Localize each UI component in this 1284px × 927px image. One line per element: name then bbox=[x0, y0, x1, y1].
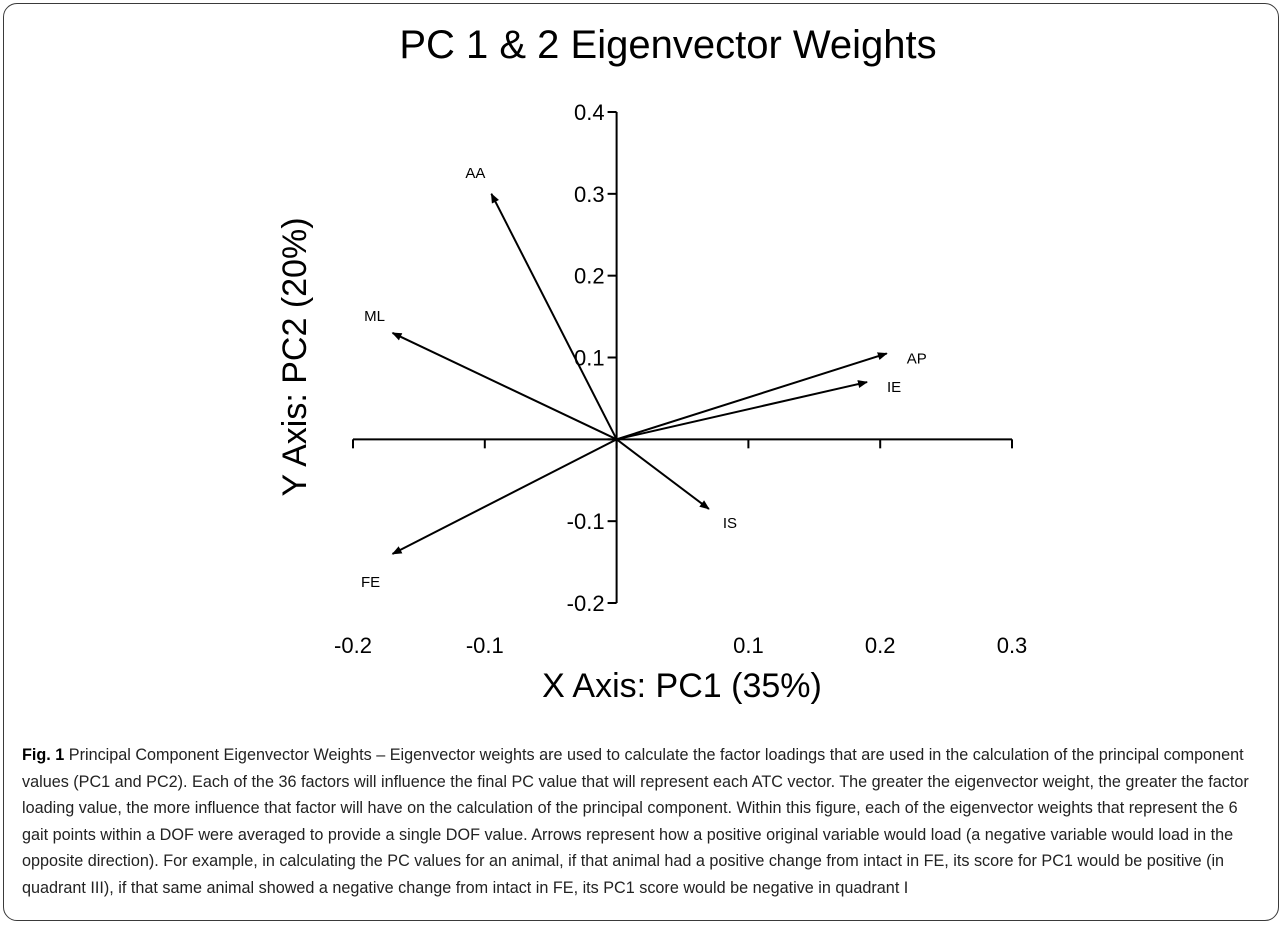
eigenvector-chart: PC 1 & 2 Eigenvector Weights Y Axis: PC2… bbox=[276, 23, 1027, 705]
y-tick-label: -0.2 bbox=[567, 591, 605, 616]
vectors: AA ML AP IE IS FE bbox=[361, 165, 927, 591]
vector-fe-arrow bbox=[391, 438, 618, 555]
x-tick-label: 0.2 bbox=[865, 633, 896, 658]
figure-frame bbox=[3, 3, 1279, 921]
vector-ie-label: IE bbox=[887, 379, 901, 396]
vector-ml-label: ML bbox=[364, 308, 385, 325]
y-axis-title: Y Axis: PC2 (20%) bbox=[276, 217, 314, 496]
vector-is-arrow bbox=[615, 438, 710, 510]
x-axis-title: X Axis: PC1 (35%) bbox=[542, 667, 822, 705]
vector-aa-arrow bbox=[490, 192, 618, 440]
x-tick-label: -0.2 bbox=[334, 633, 372, 658]
vector-ie-arrow bbox=[616, 380, 868, 441]
chart-title: PC 1 & 2 Eigenvector Weights bbox=[399, 23, 936, 67]
y-tick-label: 0.3 bbox=[574, 182, 605, 207]
caption-text: Principal Component Eigenvector Weights … bbox=[22, 746, 1249, 897]
figure-caption: Fig. 1 Principal Component Eigenvector W… bbox=[22, 742, 1266, 901]
vector-fe-label: FE bbox=[361, 574, 380, 591]
vector-aa-label: AA bbox=[465, 165, 485, 182]
y-tick-label: 0.2 bbox=[574, 264, 605, 289]
x-tick-label: -0.1 bbox=[466, 633, 504, 658]
y-tick-label: 0.4 bbox=[574, 100, 605, 125]
vector-ap-arrow bbox=[616, 352, 888, 441]
x-tick-label: 0.1 bbox=[733, 633, 764, 658]
x-tick-label: 0.3 bbox=[997, 633, 1028, 658]
axes: -0.2 -0.1 0.1 0.2 0.3-0.2-0.10.10.20.30.4 bbox=[334, 100, 1027, 658]
y-tick-label: -0.1 bbox=[567, 509, 605, 534]
caption-label: Fig. 1 bbox=[22, 746, 65, 764]
vector-ap-label: AP bbox=[907, 350, 927, 367]
vector-ml-arrow bbox=[391, 332, 618, 441]
vector-is-label: IS bbox=[723, 515, 737, 532]
